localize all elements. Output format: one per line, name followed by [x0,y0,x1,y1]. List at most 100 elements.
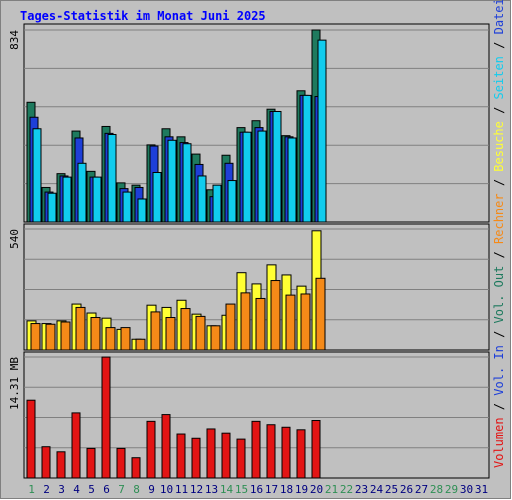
bar-seiten-day-9 [152,172,162,223]
bar-rechner-day-19 [300,293,311,351]
x-label-day-16: 16 [250,483,263,496]
panel-2: 540 [8,223,490,351]
bar-volumen-day-5 [86,447,96,479]
bar-rechner-day-17 [270,280,281,351]
bar-rechner-day-2 [45,323,56,351]
bar-rechner-day-16 [255,297,266,351]
legend-vol-out: Vol. Out [492,266,506,324]
legend-dateien: Dateien [492,0,506,34]
y-max-label: 834 [8,30,21,50]
bar-seiten-day-1 [32,128,42,223]
x-label-day-23: 23 [355,483,368,496]
bar-volumen-day-6 [101,356,111,479]
bar-volumen-day-15 [236,438,246,479]
x-label-day-14: 14 [220,483,234,496]
bar-volumen-day-16 [251,420,261,479]
bar-volumen-day-13 [206,428,216,479]
bar-volumen-day-7 [116,447,126,479]
legend-separator: / [492,34,506,56]
bar-volumen-day-18 [281,426,291,479]
panel-1: 834 [8,23,490,223]
x-label-day-29: 29 [445,483,458,496]
bar-seiten-day-15 [242,131,252,223]
bar-seiten-day-8 [137,198,147,223]
bar-seiten-day-7 [122,191,132,223]
x-label-day-3: 3 [58,483,65,496]
bar-seiten-day-13 [212,184,222,223]
bar-rechner-day-13 [210,325,221,351]
x-label-day-20: 20 [310,483,323,496]
bar-volumen-day-1 [26,399,36,479]
legend-separator: / [492,323,506,345]
legend-seiten: Seiten [492,56,506,99]
x-label-day-25: 25 [385,483,398,496]
x-label-day-31: 31 [475,483,488,496]
bar-rechner-day-18 [285,294,296,351]
x-label-day-28: 28 [430,483,443,496]
bar-seiten-day-16 [257,130,267,223]
legend-separator: / [492,244,506,266]
bar-volumen-day-17 [266,424,276,479]
bar-volumen-day-14 [221,432,231,479]
bar-seiten-day-20 [317,39,327,223]
bar-seiten-day-12 [197,175,207,223]
x-label-day-13: 13 [205,483,218,496]
x-label-day-15: 15 [235,483,248,496]
bar-volumen-day-3 [56,451,66,479]
legend-rechner: Rechner [492,193,506,244]
bar-volumen-day-10 [161,414,171,479]
legend-vol-in: Vol. In [492,345,506,396]
x-label-day-12: 12 [190,483,203,496]
side-legend: Volumen / Vol. In / Vol. Out / Rechner /… [492,0,506,468]
bar-seiten-day-3 [62,176,72,223]
bar-rechner-day-11 [180,308,191,351]
bar-volumen-day-2 [41,446,51,479]
bar-rechner-day-7 [120,327,131,351]
bar-rechner-day-10 [165,317,176,351]
x-label-day-30: 30 [460,483,473,496]
x-axis-labels: 1 2 3 4 5 6 7 8 9 10 11 12 13 14 15 16 17 18 19 20 21 22 23 24 2… [28,483,488,496]
x-label-day-9: 9 [148,483,155,496]
x-label-day-21: 21 [325,483,338,496]
bar-seiten-day-5 [92,176,102,223]
x-label-day-2: 2 [43,483,50,496]
x-label-day-22: 22 [340,483,353,496]
y-max-label: 14.31 MB [8,357,21,410]
x-label-day-11: 11 [175,483,188,496]
bar-seiten-day-10 [167,139,177,223]
bar-rechner-day-8 [135,338,146,351]
bar-volumen-day-19 [296,429,306,479]
bar-volumen-day-4 [71,412,81,479]
chart-title: Tages-Statistik im Monat Juni 2025 [20,9,266,23]
bar-rechner-day-6 [105,327,116,351]
x-label-day-26: 26 [400,483,413,496]
bar-rechner-day-12 [195,315,206,351]
bar-seiten-day-17 [272,110,282,223]
bar-volumen-day-11 [176,433,186,479]
bar-rechner-day-4 [75,306,86,351]
legend-separator: / [492,172,506,194]
bar-volumen-day-9 [146,420,156,479]
bar-seiten-day-11 [182,143,192,223]
x-label-day-4: 4 [73,483,80,496]
x-label-day-27: 27 [415,483,428,496]
x-label-day-19: 19 [295,483,308,496]
bar-seiten-day-4 [77,162,87,223]
x-label-day-24: 24 [370,483,384,496]
bar-seiten-day-2 [47,192,57,223]
legend-separator: / [492,99,506,121]
x-label-day-8: 8 [133,483,140,496]
bar-rechner-day-5 [90,317,101,351]
bar-seiten-day-19 [302,94,312,223]
x-label-day-7: 7 [118,483,125,496]
legend-besuche: Besuche [492,121,506,172]
bar-volumen-day-8 [131,457,141,479]
x-label-day-1: 1 [28,483,35,496]
bar-seiten-day-6 [107,134,117,223]
bar-rechner-day-15 [240,292,251,351]
bar-rechner-day-1 [30,323,41,351]
bar-volumen-day-12 [191,437,201,479]
x-label-day-10: 10 [160,483,173,496]
x-label-day-6: 6 [103,483,110,496]
